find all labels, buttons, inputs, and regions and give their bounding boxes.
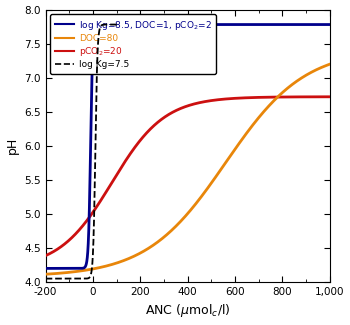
X-axis label: ANC ($\mu$mol$_c$/l): ANC ($\mu$mol$_c$/l) [145, 303, 230, 319]
Legend: log Kg=8.5, DOC=1, pCO$_2$=2, DOC=80, pCO$_2$=20, log Kg=7.5: log Kg=8.5, DOC=1, pCO$_2$=2, DOC=80, pC… [50, 14, 216, 74]
Y-axis label: pH: pH [6, 137, 19, 154]
